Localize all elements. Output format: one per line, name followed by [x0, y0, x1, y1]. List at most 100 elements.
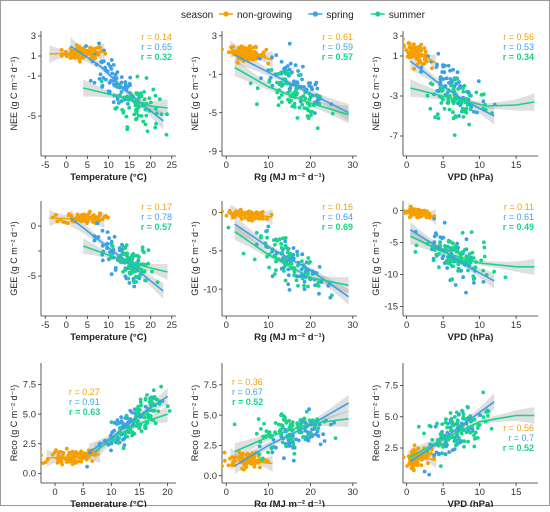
- data-point-summer: [466, 439, 470, 444]
- data-point-summer: [159, 384, 164, 389]
- data-point-spring: [445, 430, 450, 435]
- y-tick-label: 5.0: [23, 409, 36, 420]
- data-point-non-growing: [237, 51, 242, 56]
- data-point-summer: [462, 439, 467, 443]
- fit-line-non-growing: [230, 48, 273, 61]
- data-point-summer: [132, 280, 137, 284]
- confidence-band-spring: [410, 52, 495, 125]
- data-point-non-growing: [56, 453, 61, 458]
- data-point-summer: [232, 422, 237, 427]
- correlation-label-non-growing: r = 0.56: [503, 423, 534, 433]
- data-point-spring: [115, 418, 120, 423]
- data-point-summer: [460, 409, 465, 414]
- plot-area: [49, 37, 169, 137]
- y-tick-label: 5.0: [385, 412, 398, 423]
- data-point-spring: [317, 291, 321, 296]
- data-point-non-growing: [403, 37, 405, 41]
- data-point-summer: [150, 401, 155, 405]
- data-point-summer: [460, 230, 465, 235]
- data-point-non-growing: [412, 66, 416, 71]
- data-point-spring: [106, 442, 111, 447]
- x-tick-label: 0: [224, 160, 229, 171]
- data-point-summer: [466, 262, 471, 267]
- data-point-non-growing: [430, 66, 434, 71]
- data-point-non-growing: [78, 214, 82, 219]
- fit-line-non-growing: [230, 455, 273, 465]
- data-point-summer: [120, 107, 125, 112]
- x-tick-label: 10: [103, 160, 114, 171]
- data-point-non-growing: [422, 57, 427, 62]
- data-point-summer: [296, 73, 301, 78]
- data-point-summer: [153, 125, 158, 130]
- data-point-spring: [286, 282, 291, 287]
- data-point-summer: [124, 114, 129, 119]
- y-tick-label: -5: [209, 246, 217, 257]
- data-point-summer: [466, 268, 470, 273]
- data-point-spring: [119, 75, 124, 79]
- data-point-non-growing: [76, 55, 81, 60]
- data-point-summer: [298, 418, 303, 423]
- data-point-spring: [300, 252, 305, 256]
- fit-line-summer: [234, 231, 349, 287]
- data-point-summer: [503, 275, 508, 280]
- data-point-summer: [144, 113, 149, 118]
- data-point-summer: [277, 429, 282, 433]
- data-point-spring: [286, 267, 291, 272]
- data-point-non-growing: [72, 459, 76, 464]
- data-point-non-growing: [410, 449, 414, 454]
- data-point-non-growing: [90, 46, 95, 51]
- data-point-spring: [452, 447, 457, 452]
- correlation-label-summer: r = 0.49: [503, 222, 534, 232]
- data-point-summer: [448, 411, 453, 415]
- data-point-non-growing: [231, 459, 236, 464]
- data-point-summer: [283, 418, 288, 423]
- data-point-summer: [451, 86, 456, 91]
- data-point-spring: [454, 81, 459, 86]
- data-point-spring: [123, 84, 128, 89]
- data-point-non-growing: [246, 209, 251, 214]
- data-point-non-growing: [432, 456, 436, 460]
- data-point-spring: [326, 283, 331, 288]
- data-point-spring: [271, 437, 276, 442]
- data-point-summer: [142, 90, 147, 94]
- data-point-summer: [482, 240, 486, 245]
- data-point-summer: [292, 101, 297, 106]
- data-point-non-growing: [409, 204, 413, 209]
- plot-area: [41, 384, 172, 469]
- fit-line-spring: [70, 45, 164, 122]
- data-point-non-growing: [82, 212, 86, 217]
- data-point-summer: [296, 263, 300, 268]
- data-point-spring: [117, 421, 122, 425]
- data-point-summer: [144, 76, 149, 80]
- data-point-summer: [127, 105, 132, 110]
- data-point-summer: [294, 278, 299, 283]
- y-tick-label: -3: [390, 91, 398, 102]
- data-point-summer: [273, 430, 277, 435]
- data-point-summer: [481, 268, 486, 273]
- data-point-spring: [119, 99, 124, 104]
- data-point-summer: [306, 108, 310, 113]
- data-point-summer: [109, 420, 114, 424]
- data-point-non-growing: [76, 459, 80, 464]
- data-point-summer: [461, 415, 466, 420]
- data-point-spring: [295, 249, 299, 254]
- data-point-summer: [456, 435, 461, 439]
- data-point-non-growing: [250, 57, 255, 62]
- y-tick-label: 5.0: [204, 410, 217, 421]
- data-point-summer: [468, 430, 473, 435]
- y-tick-label: 7.5: [23, 380, 36, 391]
- data-point-non-growing: [64, 460, 69, 464]
- data-point-spring: [127, 81, 132, 86]
- data-point-summer: [439, 101, 444, 105]
- data-point-summer: [291, 443, 296, 447]
- fit-line-non-growing: [230, 211, 273, 218]
- confidence-band-summer: [234, 58, 349, 124]
- y-tick-label: 3: [393, 31, 398, 42]
- data-point-summer: [138, 397, 143, 402]
- data-point-summer: [295, 253, 300, 257]
- data-point-spring: [282, 456, 286, 461]
- data-point-spring: [298, 99, 303, 104]
- data-point-summer: [462, 109, 467, 114]
- panel-0-0: -5 0 5 10 15 20 25 -5 -1 1 3 Temperature (°C) NEE (g…: [9, 31, 177, 183]
